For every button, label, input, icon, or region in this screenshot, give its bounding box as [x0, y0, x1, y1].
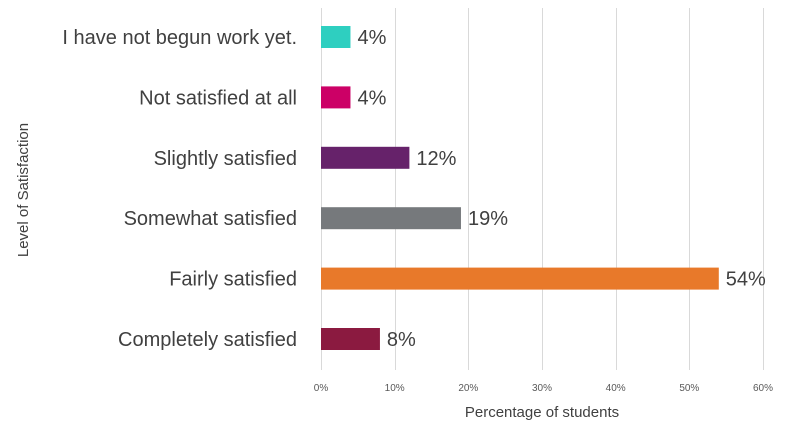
category-label: Fairly satisfied	[169, 269, 297, 291]
category-label: Slightly satisfied	[154, 148, 297, 170]
data-label: 4%	[357, 87, 386, 109]
data-labels: 4% 4% 12% 19% 54% 8%	[357, 27, 766, 351]
x-tick-label: 50%	[679, 383, 699, 394]
category-label: Somewhat satisfied	[124, 208, 297, 230]
bars	[321, 26, 719, 350]
category-label: I have not begun work yet.	[62, 27, 297, 49]
x-tick-label: 30%	[532, 383, 552, 394]
bar	[321, 26, 351, 48]
data-label: 4%	[357, 27, 386, 49]
x-tick-label: 20%	[458, 383, 478, 394]
data-label: 19%	[468, 208, 508, 230]
bar	[321, 146, 410, 169]
category-label: Not satisfied at all	[139, 87, 297, 109]
x-tick-label: 10%	[385, 383, 405, 394]
x-tick-labels: 0% 10% 20% 30% 40% 50% 60%	[314, 383, 773, 394]
bar	[321, 328, 380, 350]
y-axis-title: Level of Satisfaction	[15, 123, 32, 257]
x-axis-title: Percentage of students	[465, 404, 619, 421]
data-label: 12%	[416, 148, 456, 170]
bar	[321, 207, 461, 230]
x-tick-label: 40%	[606, 383, 626, 394]
category-labels: I have not begun work yet. Not satisfied …	[62, 27, 297, 351]
data-label: 54%	[726, 269, 766, 291]
gridlines	[321, 8, 764, 370]
data-label: 8%	[387, 329, 416, 351]
x-tick-label: 0%	[314, 383, 329, 394]
category-label: Completely satisfied	[118, 329, 297, 351]
bar	[321, 267, 719, 290]
x-tick-label: 60%	[753, 383, 773, 394]
bar	[321, 86, 351, 109]
